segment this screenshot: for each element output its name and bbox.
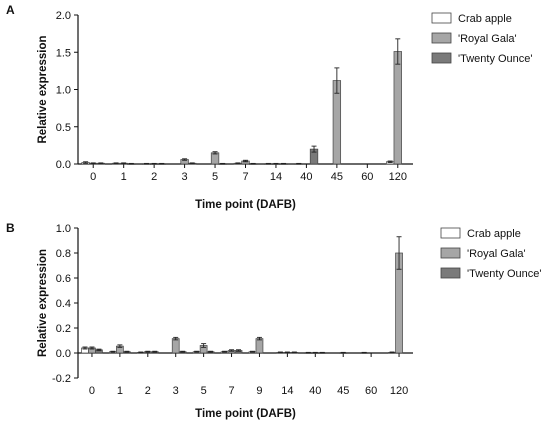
chart-b: -0.2 0.0 0.2 0.4 0.6 0.8 1.0 Relative expressio… xyxy=(37,223,542,420)
x-tick-label: 2 xyxy=(151,171,157,183)
y-tick-label: -0.2 xyxy=(52,373,71,385)
panel-b: B -0.2 0.0 0.2 0.4 0.6 0.8 1.0 Relative express… xyxy=(6,221,542,420)
y-tick-label: 0.0 xyxy=(56,348,71,360)
legend-label: Crab apple xyxy=(458,13,512,25)
bar-1 xyxy=(255,338,264,354)
x-tick-label: 0 xyxy=(89,385,95,397)
legend-swatch xyxy=(440,267,461,279)
x-tick-label: 7 xyxy=(228,385,234,397)
panel-letter-b: B xyxy=(6,221,15,235)
legend-label: 'Twenty Ounce' xyxy=(458,53,533,65)
legend-swatch xyxy=(440,247,461,259)
x-tick-label: 60 xyxy=(365,385,377,397)
y-axis-title: Relative expression xyxy=(37,249,49,357)
y-tick-label: 1.5 xyxy=(56,47,71,59)
x-tick-label: 5 xyxy=(212,171,218,183)
y-tick-label: 0.5 xyxy=(56,122,71,134)
y-tick-label: 0.6 xyxy=(56,273,71,285)
x-tick-label: 14 xyxy=(270,171,282,183)
x-tick-label: 45 xyxy=(331,171,343,183)
bar-1 xyxy=(171,338,180,354)
chart-a: 0.0 0.5 1.0 1.5 2.0 Relative expression 0 1 2 3 5 7… xyxy=(37,10,533,211)
bar-1 xyxy=(393,51,402,165)
x-tick-label: 1 xyxy=(121,171,127,183)
x-tick-label: 1 xyxy=(117,385,123,397)
x-tick-label: 120 xyxy=(390,385,408,397)
legend-swatch xyxy=(440,227,461,239)
y-axis-title: Relative expression xyxy=(37,35,49,143)
legend-label: Crab apple xyxy=(467,228,521,240)
legend-label: 'Twenty Ounce' xyxy=(467,268,542,280)
legend-swatch xyxy=(431,32,452,44)
x-tick-label: 40 xyxy=(309,385,321,397)
x-tick-label: 3 xyxy=(173,385,179,397)
legend-label: 'Royal Gala' xyxy=(467,248,526,260)
x-tick-label: 3 xyxy=(182,171,188,183)
x-tick-label: 14 xyxy=(281,385,293,397)
x-axis-title: Time point (DAFB) xyxy=(195,199,296,211)
y-tick-label: 0.0 xyxy=(56,159,71,171)
x-axis-title: Time point (DAFB) xyxy=(195,408,296,420)
bar-1 xyxy=(210,152,220,165)
y-tick-label: 1.0 xyxy=(56,223,71,235)
panel-a: A 0.0 0.5 1.0 1.5 2.0 Relative expression 0 1 2 3… xyxy=(6,3,533,211)
x-tick-label: 120 xyxy=(389,171,407,183)
x-tick-label: 45 xyxy=(337,385,349,397)
x-tick-label: 9 xyxy=(256,385,262,397)
x-tick-label: 2 xyxy=(145,385,151,397)
legend-swatch xyxy=(431,52,452,64)
y-tick-label: 0.4 xyxy=(56,298,71,310)
x-tick-label: 60 xyxy=(361,171,373,183)
legend-swatch xyxy=(431,12,452,24)
x-tick-label: 0 xyxy=(90,171,96,183)
panel-letter-a: A xyxy=(6,3,15,17)
y-tick-label: 0.8 xyxy=(56,248,71,260)
y-tick-label: 1.0 xyxy=(56,85,71,97)
y-tick-label: 0.2 xyxy=(56,323,71,335)
y-tick-label: 2.0 xyxy=(56,10,71,22)
legend-label: 'Royal Gala' xyxy=(458,33,517,45)
x-tick-label: 7 xyxy=(242,171,248,183)
x-tick-label: 5 xyxy=(201,385,207,397)
x-tick-label: 40 xyxy=(300,171,312,183)
